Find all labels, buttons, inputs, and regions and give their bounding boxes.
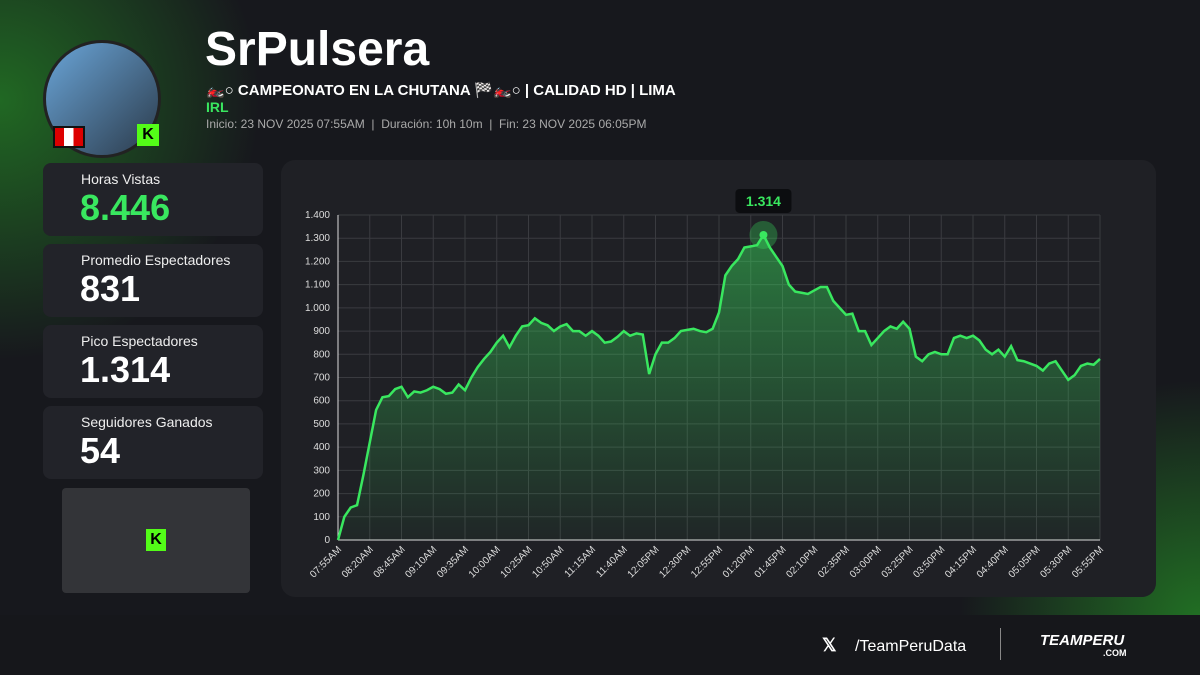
stream-title: 🏍️○ CAMPEONATO EN LA CHUTANA 🏁🏍️○ | CALI… [206,82,676,99]
stat-value: 54 [80,430,121,471]
stream-info: Inicio: 23 NOV 2025 07:55AM | Duración: … [206,117,647,131]
x-tick-label: 10:00AM [467,544,503,580]
footer: 𝕏 /TeamPeruData TEAMPERU .COM [0,615,1200,675]
brand: TEAMPERU [1040,632,1125,649]
line [336,232,1101,541]
x-tick-label: 11:15AM [563,544,599,580]
divider [1000,628,1001,660]
x-tick-label: 09:35AM [435,544,471,580]
y-tick-label: 100 [313,512,330,523]
x-tick-label: 05:05PM [1007,544,1043,580]
handle: /TeamPeruData [855,638,967,655]
stat-value: 8.446 [80,187,171,228]
peak-point [759,230,768,239]
x-tick-label: 07:55AM [308,544,344,580]
x-tick-label: 09:10AM [403,544,439,580]
streamer-name: SrPulsera [205,23,430,76]
chart-panel: 0 100 200 300 400 500 600 700 800 900 1.000 1.100 1.… [281,160,1156,597]
area [338,234,1100,540]
peak-label: 1.314 [746,193,781,209]
stat-value: 831 [80,268,141,309]
y-tick-label: 300 [313,465,330,476]
y-tick-label: 1.400 [305,210,330,221]
stat-label: Promedio Espectadores [81,252,231,268]
x-tick-label: 02:35PM [816,544,852,580]
brand-domain: .COM [1103,648,1127,658]
x-tick-label: 02:10PM [784,544,820,580]
x-icon: 𝕏 [822,635,837,655]
x-tick-label: 04:15PM [943,544,979,580]
stat-card: Pico Espectadores 1.314 [43,325,263,398]
x-tick-label: 01:45PM [753,544,789,580]
y-tick-label: 1.300 [305,233,330,244]
y-tick-label: 700 [313,373,330,384]
flag [53,126,85,148]
x-tick-label: 10:25AM [499,544,535,580]
y-tick-label: 900 [313,326,330,337]
y-tick-label: 500 [313,419,330,430]
y-tick-label: 1.200 [305,256,330,267]
stat-label: Pico Espectadores [81,333,198,349]
y-tick-label: 200 [313,489,330,500]
kick-icon: K [146,529,166,551]
y-tick-label: 1.000 [305,303,330,314]
x-tick-label: 03:00PM [848,544,884,580]
x-tick-label: 04:40PM [975,544,1011,580]
y-tick-label: 400 [313,442,330,453]
peak-label-bg [735,188,792,213]
x-tick-label: 08:45AM [372,544,408,580]
kick-icon: K [137,124,159,146]
stat-value: 1.314 [80,349,171,390]
stat-card: Seguidores Ganados 54 [43,406,263,479]
stat-label: Horas Vistas [81,171,161,187]
x-tick-label: 12:55PM [689,544,725,580]
x-tick-label: 05:30PM [1038,544,1074,580]
y-tick-label: 600 [313,396,330,407]
x-tick-label: 03:25PM [880,544,916,580]
x-tick-label: 10:50AM [530,544,566,580]
category: IRL [206,99,229,115]
y-tick-label: 800 [313,349,330,360]
x-tick-label: 03:50PM [911,544,947,580]
logo-box: K [62,488,250,593]
chart: 0 100 200 300 400 500 600 700 800 900 1.000 1.100 1.… [305,188,1106,580]
stat-card: Horas Vistas 8.446 [43,163,263,236]
x-tick-label: 01:20PM [721,544,757,580]
x-tick-label: 08:20AM [340,544,376,580]
stat-label: Seguidores Ganados [81,414,213,430]
y-tick-label: 0 [324,535,330,546]
x-tick-label: 12:05PM [626,544,662,580]
x-tick-label: 12:30PM [657,544,693,580]
y-tick-label: 1.100 [305,280,330,291]
x-tick-label: 05:55PM [1070,544,1106,580]
x-tick-label: 11:40AM [594,544,630,580]
stat-card: Promedio Espectadores 831 [43,244,263,317]
